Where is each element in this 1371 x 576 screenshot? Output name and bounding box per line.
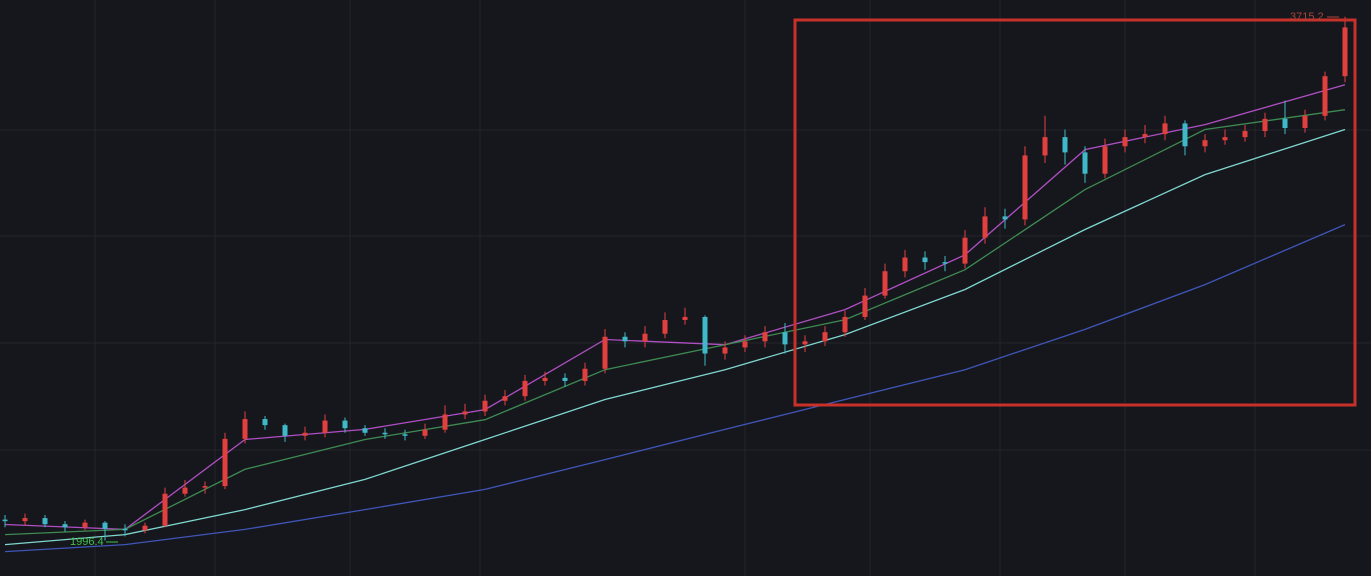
candle-body	[1162, 123, 1168, 135]
candle-body	[902, 257, 908, 272]
candle-body	[482, 400, 488, 412]
candle-body	[2, 519, 8, 522]
candle-body	[162, 493, 168, 526]
plot	[2, 16, 1348, 553]
candle-body	[742, 341, 748, 348]
candle-body	[882, 271, 888, 296]
candle-body	[822, 332, 828, 342]
candle-body	[862, 295, 868, 317]
candle-body	[1262, 118, 1268, 132]
candle-body	[282, 425, 288, 436]
high-label: 3715.2	[1290, 11, 1324, 23]
candle-body	[182, 487, 188, 494]
candle-body	[1022, 155, 1028, 220]
candle-body	[1002, 216, 1008, 220]
candle-body	[322, 420, 328, 433]
candle-body	[702, 316, 708, 354]
candle-body	[602, 336, 608, 369]
candle-body	[622, 336, 628, 342]
candle-body	[1222, 137, 1228, 141]
candle-body	[382, 432, 388, 435]
candle-body	[1182, 123, 1188, 147]
candle-body	[522, 380, 528, 397]
candle-body	[502, 396, 508, 401]
moving-average-line	[4, 128, 1346, 546]
candle-body	[422, 429, 428, 436]
candle-body	[922, 257, 928, 263]
candle-body	[442, 414, 448, 430]
candle-body	[1242, 131, 1248, 138]
candle-body	[1042, 137, 1048, 156]
candle-body	[842, 316, 848, 333]
candle-body	[582, 368, 588, 381]
candle-body	[462, 411, 468, 415]
candle-body	[722, 347, 728, 354]
candle-body	[362, 428, 368, 433]
candle-body	[222, 438, 228, 487]
candle-body	[102, 522, 108, 529]
candle-body	[542, 377, 548, 381]
candle-body	[782, 332, 788, 345]
candle-body	[1082, 152, 1088, 174]
candle-body	[1102, 146, 1108, 174]
candle-body	[122, 528, 128, 531]
candle-body	[562, 377, 568, 381]
candle-body	[82, 522, 88, 528]
candle-body	[962, 237, 968, 264]
moving-average-line	[4, 109, 1346, 536]
candle-body	[202, 486, 208, 488]
candle-body	[402, 434, 408, 436]
candle-body	[942, 262, 948, 264]
candle-body	[242, 419, 248, 439]
candle-body	[1062, 137, 1068, 153]
candle-body	[42, 518, 48, 525]
candle-body	[762, 332, 768, 342]
candle-body	[262, 419, 268, 426]
candle-body	[682, 316, 688, 320]
candle-body	[342, 420, 348, 429]
low-label: 1996.4	[70, 536, 104, 548]
candle-body	[1142, 134, 1148, 138]
highlight-box	[793, 18, 1357, 407]
candle-body	[22, 518, 28, 522]
candle-body	[1122, 137, 1128, 147]
moving-average-line	[4, 224, 1346, 553]
candle-body	[1342, 27, 1348, 77]
candle-body	[982, 216, 988, 238]
candle-body	[1322, 76, 1328, 116]
candle-body	[1282, 118, 1288, 128]
candle-body	[662, 320, 668, 334]
candle-body	[1302, 115, 1308, 128]
candle-body	[1202, 140, 1208, 147]
candle-body	[642, 333, 648, 342]
candle-body	[62, 524, 68, 528]
candle-body	[142, 525, 148, 531]
candle-body	[802, 341, 808, 345]
candle-body	[302, 432, 308, 436]
